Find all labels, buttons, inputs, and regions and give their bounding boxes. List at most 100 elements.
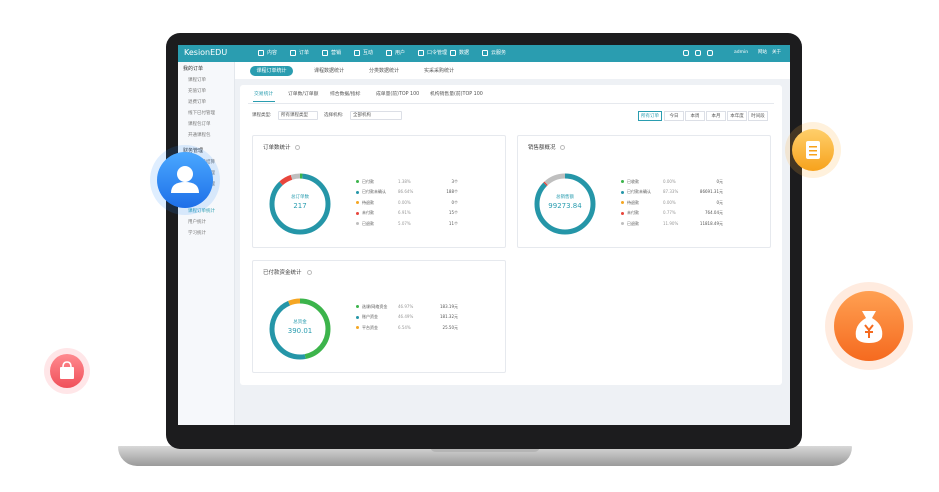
- legend-percent: 0.77%: [663, 210, 676, 215]
- legend-dot: [356, 222, 359, 225]
- legend-name: 已退款: [627, 220, 639, 226]
- sidebar-item[interactable]: 开通课程包: [188, 133, 211, 138]
- sidebar-group: 财务管理: [183, 148, 204, 154]
- legend-amount: 764.04元: [705, 210, 723, 215]
- period-button[interactable]: 本年度: [727, 111, 747, 121]
- legend-name: 已付款: [362, 178, 374, 184]
- user-glyph: [171, 166, 199, 193]
- legend-amount: 86691.31元: [699, 189, 723, 194]
- nav-item[interactable]: 内容: [267, 50, 278, 56]
- stat-card: 订单数统计 总订单数 217 已付款 1.38% 3个 已付款未确认 86.64% 188个 待退…: [252, 135, 506, 248]
- legend-percent: 5.07%: [398, 220, 411, 226]
- legend-name: 待退款: [627, 199, 639, 205]
- nav-item[interactable]: 订单: [299, 50, 310, 56]
- legend-amount: 15个: [448, 210, 458, 215]
- sidebar-item[interactable]: 学习统计: [188, 231, 206, 236]
- moneybag-glyph: [855, 311, 883, 343]
- legend-percent: 11.90%: [663, 220, 679, 226]
- tab[interactable]: 分类数据统计: [368, 68, 399, 74]
- screen: KesionEDU 内容 订单 营销 互动 用户 口令管理 数据 云服务 admin 网站 关于 我的…: [178, 45, 790, 425]
- nav-item[interactable]: 互动: [363, 50, 374, 56]
- legend-percent: 46.97%: [398, 303, 414, 309]
- legend-percent: 0.00%: [663, 199, 676, 205]
- legend-amount: 0元: [716, 199, 723, 205]
- center-label: 总资金: [293, 320, 307, 325]
- sidebar: 我的订单课程订单充值订单退费订单线下已付管理课程包订单开通课程包财务管理机构订单…: [178, 62, 235, 425]
- donut-chart: [269, 173, 331, 235]
- sidebar-item[interactable]: 课程包订单: [188, 122, 211, 127]
- donut-chart: [534, 173, 596, 235]
- panel-tab[interactable]: 成单量(前)TOP 100: [376, 92, 420, 97]
- sidebar-item[interactable]: 线下已付管理: [188, 111, 215, 116]
- tab[interactable]: 课程订单统计: [250, 66, 293, 76]
- nav-item[interactable]: 数据: [459, 50, 470, 56]
- legend-name: 已收款: [627, 178, 639, 184]
- legend-amount: 25.50元: [442, 324, 458, 330]
- legend-name: 待退款: [362, 199, 374, 205]
- sidebar-item[interactable]: 课程订单统计: [188, 209, 215, 214]
- period-button[interactable]: 所有订单: [638, 111, 662, 121]
- card-title: 订单数统计: [263, 145, 291, 151]
- nav-item[interactable]: 用户: [395, 50, 406, 56]
- user-icon: [157, 152, 213, 208]
- nav-icon: [418, 50, 424, 56]
- legend-percent: 86.64%: [398, 189, 414, 194]
- tab[interactable]: 课程数据统计: [313, 68, 344, 74]
- nav-icon: [386, 50, 392, 56]
- tab-row: 课程订单统计 课程数据统计 分类数据统计 实采采购统计: [235, 62, 790, 79]
- sidebar-item[interactable]: 退费订单: [188, 100, 206, 105]
- top-link[interactable]: 网站: [758, 50, 767, 55]
- donut-segment: [269, 173, 331, 235]
- legend-percent: 6.54%: [398, 324, 411, 330]
- toolbar-icon: [707, 50, 713, 56]
- period-button[interactable]: 本周: [685, 111, 705, 121]
- panel-tab[interactable]: 机构销售量(前)TOP 100: [430, 92, 483, 97]
- nav-item[interactable]: 云服务: [491, 50, 507, 56]
- clipboard-icon: [792, 129, 834, 171]
- nav-item[interactable]: 口令管理: [427, 50, 448, 56]
- center-value: 390.01: [287, 327, 313, 335]
- filter-label: 选择机构:: [324, 113, 344, 118]
- period-button[interactable]: 今日: [664, 111, 684, 121]
- legend-name: 已付款未确认: [362, 189, 386, 194]
- sidebar-item[interactable]: 充值订单: [188, 89, 206, 94]
- info-icon: [560, 145, 565, 150]
- nav-icon: [322, 50, 328, 56]
- period-button[interactable]: 时间段: [748, 111, 768, 121]
- legend-name: 已退款: [362, 220, 374, 226]
- center-value: 217: [293, 202, 307, 210]
- laptop-notch: [430, 446, 540, 452]
- panel-tab[interactable]: 订单数/订单额: [288, 92, 319, 97]
- legend-amount: 3个: [451, 178, 458, 184]
- legend-dot: [621, 180, 624, 183]
- legend-amount: 183.19元: [440, 303, 458, 309]
- panel-tab[interactable]: 综合数据/指标: [330, 92, 361, 97]
- filter-select[interactable]: 全部机构: [350, 111, 402, 120]
- laptop-base: [118, 446, 852, 466]
- clipboard-glyph: [806, 141, 820, 159]
- stat-card: 销售额概况 总销售额 99273.84 已收款 0.00% 0元 已付款未确认 87.33% 8…: [517, 135, 771, 248]
- legend-name: 选课/网络资金: [362, 303, 388, 309]
- legend-name: 未付款: [362, 210, 374, 215]
- legend-percent: 0.00%: [663, 178, 676, 184]
- panel-tab[interactable]: 交易统计: [254, 92, 274, 97]
- user-name[interactable]: admin: [734, 50, 749, 55]
- legend-dot: [621, 201, 624, 204]
- center-label: 总销售额: [556, 195, 574, 200]
- nav-icon: [290, 50, 296, 56]
- legend-dot: [356, 201, 359, 204]
- donut-segment: [269, 298, 331, 360]
- card-title: 销售额概况: [528, 145, 556, 151]
- sidebar-item[interactable]: 课程订单: [188, 78, 206, 83]
- legend-dot: [356, 305, 359, 308]
- tab[interactable]: 实采采购统计: [423, 68, 454, 74]
- top-link[interactable]: 关于: [772, 50, 781, 55]
- nav-icon: [354, 50, 360, 56]
- period-button[interactable]: 本月: [706, 111, 726, 121]
- tab-underline: [253, 101, 275, 102]
- legend-percent: 0.00%: [398, 199, 411, 205]
- legend-amount: 0个: [451, 199, 458, 205]
- nav-item[interactable]: 营销: [331, 50, 342, 56]
- sidebar-item[interactable]: 用户统计: [188, 220, 206, 225]
- filter-select[interactable]: 所有课程类型: [278, 111, 318, 120]
